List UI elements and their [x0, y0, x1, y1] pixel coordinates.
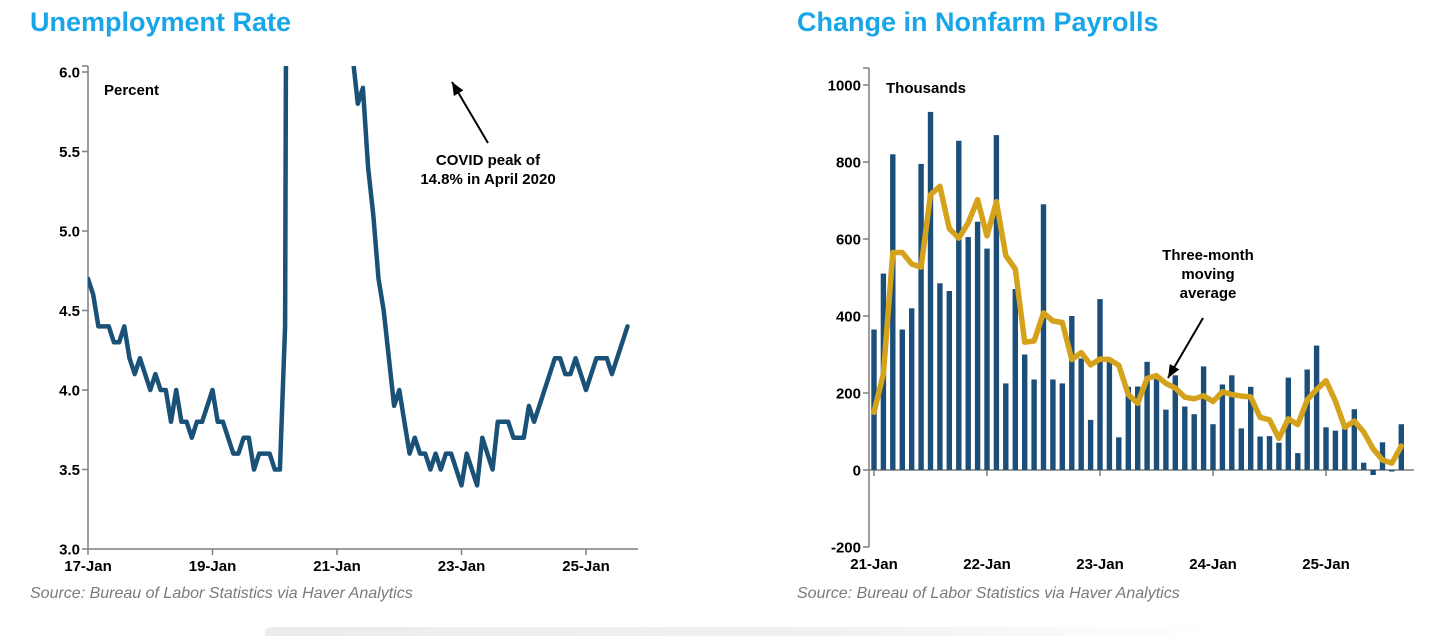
payrolls-bar: [993, 135, 1000, 470]
payrolls-bar: [1370, 470, 1376, 475]
payrolls-bar: [1295, 453, 1301, 470]
x-tick-label: 21-Jan: [313, 558, 361, 575]
unemployment-rate-line: [88, 66, 630, 488]
payrolls-bar: [1323, 427, 1329, 470]
payrolls-chart-title: Change in Nonfarm Payrolls: [797, 7, 1159, 37]
y-tick-label: 200: [836, 386, 861, 403]
payrolls-bar: [1276, 442, 1282, 470]
nonfarm-payrolls-panel: Change in Nonfarm Payrolls 1000 800 600 400…: [780, 0, 1440, 636]
payrolls-bar: [984, 248, 990, 470]
y-tick-label: -200: [831, 540, 861, 557]
moving-average-line: [871, 183, 1405, 466]
payrolls-bar: [1097, 299, 1103, 470]
payrolls-bar: [871, 329, 877, 470]
window-edge-artifact: [265, 627, 1215, 636]
y-tick-label: 1000: [828, 78, 861, 95]
y-tick-label: 3.5: [59, 462, 80, 479]
y-tick-label: 5.0: [59, 224, 80, 241]
x-tick-label: 19-Jan: [189, 558, 237, 575]
x-tick-label: 21-Jan: [850, 556, 898, 573]
payrolls-bar: [1266, 436, 1273, 470]
payrolls-bar: [1144, 361, 1150, 470]
payrolls-bar: [965, 237, 971, 470]
payrolls-bar: [1116, 437, 1122, 470]
payrolls-bar: [1191, 414, 1197, 470]
payrolls-bar: [1389, 470, 1395, 472]
payrolls-bar: [1210, 424, 1216, 470]
covid-annotation-arrow-head: [452, 82, 464, 96]
payrolls-bar: [1229, 375, 1235, 470]
x-tick-label: 24-Jan: [1189, 556, 1237, 573]
payrolls-bar: [1238, 428, 1244, 470]
payrolls-bar: [956, 140, 962, 471]
covid-peak-annotation: COVID peak of 14.8% in April 2020: [420, 152, 556, 189]
payrolls-source-caption: Source: Bureau of Labor Statistics via H…: [797, 585, 1180, 602]
y-tick-label: 600: [836, 232, 861, 249]
payrolls-bar: [1219, 384, 1226, 470]
payrolls-bar: [1153, 379, 1160, 470]
y-tick-label: 800: [836, 155, 861, 172]
payrolls-bar: [1361, 462, 1367, 470]
payrolls-bar: [1182, 406, 1188, 470]
payrolls-bar: [1078, 358, 1084, 471]
payrolls-y-axis-unit-label: Thousands: [886, 80, 967, 97]
y-tick-label: 6.0: [59, 65, 80, 82]
unemployment-chart-title: Unemployment Rate: [30, 7, 292, 37]
unemployment-line-plot: 6.0 5.5 5.0 4.5 4.0 3.5 3.017-Jan 19-Jan 21-Jan 2…: [59, 65, 638, 575]
payrolls-bar: [974, 221, 981, 470]
payrolls-bar: [1040, 204, 1047, 471]
payrolls-bar: [1050, 379, 1056, 470]
payrolls-bar: [909, 308, 915, 470]
y-tick-label: 0: [853, 463, 861, 480]
payrolls-bar: [1200, 366, 1207, 470]
payrolls-bar: [1248, 386, 1254, 470]
x-tick-label: 22-Jan: [963, 556, 1011, 573]
payrolls-bar: [899, 329, 905, 470]
payrolls-bar: [890, 154, 896, 471]
payrolls-bar: [946, 291, 952, 470]
moving-average-annotation-arrow-head: [1168, 363, 1180, 378]
y-tick-label: 4.5: [59, 303, 80, 320]
payrolls-bar: [1031, 379, 1037, 470]
payrolls-bar: [1332, 430, 1339, 470]
y-tick-label: 4.0: [59, 383, 80, 400]
payrolls-bar: [1087, 419, 1094, 470]
unemployment-y-axis-unit-label: Percent: [104, 82, 160, 99]
payrolls-bar: [1022, 354, 1028, 470]
payrolls-bar: [1351, 409, 1357, 470]
x-tick-label: 23-Jan: [438, 558, 486, 575]
unemployment-source-caption: Source: Bureau of Labor Statistics via H…: [30, 585, 413, 602]
payrolls-bar: [1257, 436, 1263, 470]
payrolls-bar: [1304, 369, 1310, 470]
payrolls-bar: [1106, 359, 1113, 470]
payrolls-bar: [1163, 409, 1169, 470]
payrolls-bar: [927, 111, 934, 471]
payrolls-bar: [1012, 289, 1018, 470]
x-tick-label: 23-Jan: [1076, 556, 1124, 573]
payrolls-bar: [1313, 345, 1320, 470]
payrolls-bar: [1172, 375, 1178, 470]
payrolls-bar: [918, 163, 924, 470]
payrolls-bar: [1069, 316, 1075, 470]
unemployment-rate-panel: Unemployment Rate 6.0 5.5 5.0 4.5 4.0 3.5 3.0 1…: [30, 7, 638, 602]
y-tick-label: 5.5: [59, 144, 80, 161]
x-tick-label: 25-Jan: [1302, 556, 1350, 573]
payrolls-bar: [937, 283, 943, 470]
moving-average-annotation: Three-month moving average: [1162, 247, 1254, 303]
payrolls-bar: [1059, 383, 1065, 470]
payrolls-bar: [1003, 383, 1009, 470]
payrolls-bar: [1135, 386, 1141, 470]
payrolls-bar: [1125, 386, 1131, 470]
y-tick-label: 3.0: [59, 542, 80, 559]
x-tick-label: 17-Jan: [64, 558, 112, 575]
payrolls-bar: [1342, 423, 1348, 470]
x-tick-label: 25-Jan: [562, 558, 610, 575]
y-tick-label: 400: [836, 309, 861, 326]
